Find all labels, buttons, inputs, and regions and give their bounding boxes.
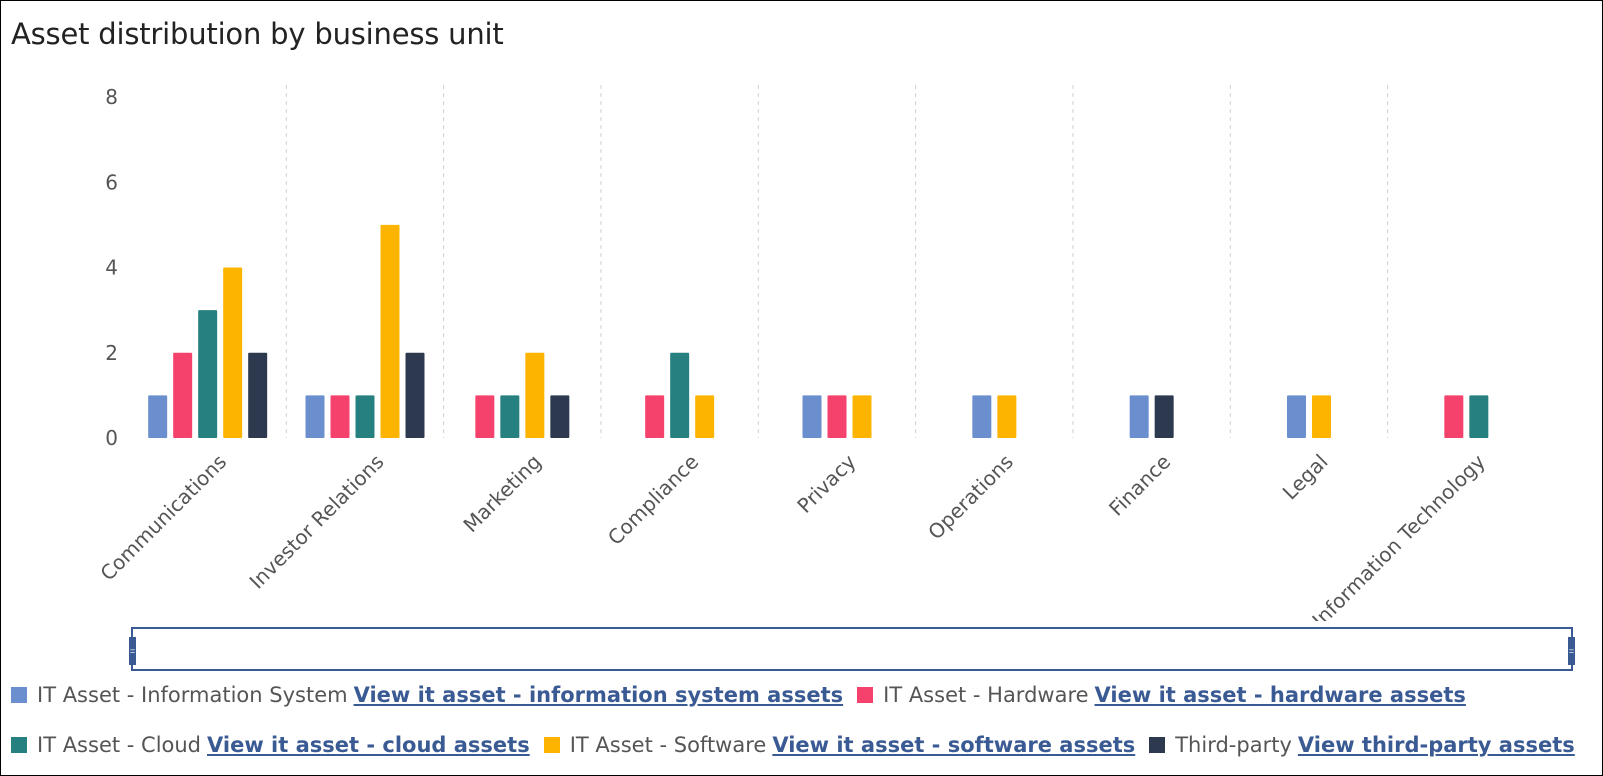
y-tick-label: 4	[105, 256, 118, 280]
bar-privacy-it-asset-information-system	[802, 395, 822, 438]
legend-row-2: IT Asset - Cloud View it asset - cloud a…	[11, 733, 1589, 757]
view-information-system-assets-link[interactable]: View it asset - information system asset…	[353, 683, 844, 707]
chart-title: Asset distribution by business unit	[11, 17, 504, 51]
legend-label: IT Asset - Information System	[37, 683, 348, 707]
x-tick-label: Communications	[95, 450, 231, 586]
bar-compliance-it-asset-software	[695, 395, 715, 438]
bar-legal-it-asset-information-system	[1287, 395, 1306, 438]
bar-finance-third-party	[1154, 395, 1174, 438]
bar-operations-it-asset-software	[997, 395, 1017, 438]
legend-swatch	[857, 687, 874, 703]
bar-finance-it-asset-information-system	[1129, 395, 1149, 438]
bar-investor-relations-it-asset-cloud	[355, 395, 375, 438]
bar-compliance-it-asset-cloud	[670, 352, 690, 438]
x-tick-label: Finance	[1104, 450, 1175, 521]
y-tick-label: 0	[105, 426, 118, 450]
navigator-right-handle[interactable]: =	[1568, 637, 1575, 665]
bar-investor-relations-it-asset-information-system	[305, 395, 325, 438]
bar-investor-relations-third-party	[405, 352, 425, 438]
view-software-assets-link[interactable]: View it asset - software assets	[772, 733, 1136, 757]
view-hardware-assets-link[interactable]: View it asset - hardware assets	[1094, 683, 1466, 707]
y-tick-label: 6	[105, 170, 118, 194]
legend-swatch	[11, 687, 27, 703]
bar-privacy-it-asset-hardware	[827, 395, 847, 438]
bar-marketing-it-asset-cloud	[500, 395, 520, 438]
x-tick-label: Investor Relations	[245, 450, 389, 594]
legend-item-third-party[interactable]: Third-party View third-party assets	[1149, 733, 1575, 757]
bar-investor-relations-it-asset-software	[380, 224, 400, 438]
legend-label: Third-party	[1175, 733, 1292, 757]
bar-information-technology-it-asset-hardware	[1444, 395, 1464, 438]
bar-communications-it-asset-information-system	[148, 395, 168, 438]
bar-chart: 0 2 4 6 8 Communications Investor Relations Mar…	[95, 85, 1490, 621]
bar-privacy-it-asset-software	[852, 395, 872, 438]
legend-label: IT Asset - Hardware	[883, 683, 1089, 707]
legend-row-1: IT Asset - Information System View it as…	[11, 683, 1480, 707]
legend-label: IT Asset - Cloud	[37, 733, 202, 757]
legend-swatch	[11, 737, 27, 753]
y-tick-label: 2	[105, 341, 118, 365]
bar-operations-it-asset-information-system	[972, 395, 992, 438]
bar-communications-it-asset-software	[223, 267, 243, 438]
y-tick-label: 8	[105, 85, 118, 109]
view-third-party-assets-link[interactable]: View third-party assets	[1297, 733, 1575, 757]
navigator-left-handle[interactable]: =	[129, 637, 136, 665]
bar-marketing-it-asset-hardware	[475, 395, 495, 438]
bar-compliance-it-asset-hardware	[645, 395, 665, 438]
bar-legal-it-asset-software	[1312, 395, 1331, 438]
legend-label: IT Asset - Software	[569, 733, 767, 757]
bar-communications-it-asset-cloud	[198, 310, 218, 438]
legend-item-cloud[interactable]: IT Asset - Cloud View it asset - cloud a…	[11, 733, 530, 757]
range-navigator[interactable]: = =	[129, 627, 1575, 671]
bar-marketing-third-party	[550, 395, 570, 438]
legend-swatch	[1149, 737, 1166, 753]
x-tick-label: Operations	[923, 450, 1018, 545]
legend-item-information-system[interactable]: IT Asset - Information System View it as…	[11, 683, 843, 707]
bar-communications-it-asset-hardware	[173, 352, 193, 438]
legend-item-software[interactable]: IT Asset - Software View it asset - soft…	[543, 733, 1136, 757]
legend-swatch	[543, 737, 560, 753]
x-tick-label: Legal	[1278, 450, 1333, 505]
x-tick-label: Information Technology	[1307, 449, 1490, 621]
x-tick-label: Compliance	[603, 450, 703, 550]
bar-investor-relations-it-asset-hardware	[330, 395, 350, 438]
x-tick-label: Marketing	[458, 450, 545, 537]
bar-communications-third-party	[248, 352, 268, 438]
bar-information-technology-it-asset-cloud	[1469, 395, 1489, 438]
bar-marketing-it-asset-software	[525, 352, 545, 438]
legend-item-hardware[interactable]: IT Asset - Hardware View it asset - hard…	[857, 683, 1466, 707]
view-cloud-assets-link[interactable]: View it asset - cloud assets	[207, 733, 530, 757]
x-tick-label: Privacy	[792, 449, 860, 517]
